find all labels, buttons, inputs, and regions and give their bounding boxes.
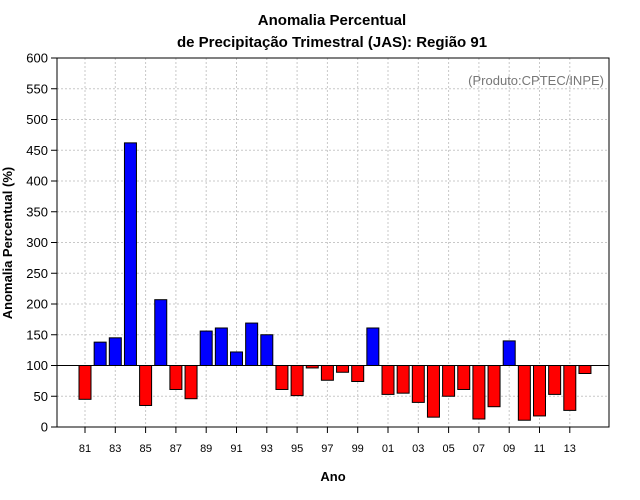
- bar-92: [245, 322, 259, 367]
- x-tick-label: 03: [412, 443, 424, 455]
- bar-98: [336, 365, 350, 373]
- x-tick-label: 91: [230, 443, 242, 455]
- bar-08: [487, 365, 501, 408]
- x-tick-label: 13: [564, 443, 576, 455]
- x-tick-label: 11: [534, 443, 545, 455]
- bar-93: [260, 334, 274, 366]
- bar-13: [563, 365, 577, 411]
- bar-86: [154, 299, 168, 367]
- x-tick-label: 07: [473, 443, 485, 455]
- x-tick-label: 89: [200, 443, 212, 455]
- bar-95: [290, 365, 304, 397]
- y-tick-label: 250: [26, 266, 48, 281]
- bar-02: [396, 365, 410, 394]
- x-tick-label: 05: [442, 443, 454, 455]
- y-axis-label: Anomalia Percentual (%): [0, 167, 15, 319]
- bar-04: [426, 365, 440, 418]
- bar-05: [442, 365, 456, 397]
- x-tick-label: 81: [79, 443, 91, 455]
- x-axis-label: Ano: [320, 469, 345, 484]
- x-tick-label: 09: [503, 443, 515, 455]
- bar-87: [169, 365, 183, 390]
- bar-06: [457, 365, 471, 390]
- x-tick-label: 83: [109, 443, 121, 455]
- y-tick-label: 600: [26, 51, 48, 66]
- bars: [78, 142, 592, 421]
- x-tick-label: 01: [382, 443, 394, 455]
- bar-01: [381, 365, 395, 395]
- bar-12: [548, 365, 562, 395]
- bar-88: [184, 365, 198, 400]
- chart-title-line2: de Precipitação Trimestral (JAS): Região…: [177, 34, 487, 51]
- x-tick-label: 85: [139, 443, 151, 455]
- bar-14: [578, 365, 592, 374]
- bar-90: [214, 327, 228, 366]
- bar-83: [108, 337, 122, 367]
- y-tick-label: 50: [34, 389, 48, 404]
- bar-10: [517, 365, 531, 421]
- bar-00: [366, 327, 380, 366]
- bar-89: [199, 330, 213, 366]
- bar-85: [139, 365, 153, 406]
- x-axis: 81 83 85 87 89 91 93 95 97 99 01 03 05 07 09 11 13: [79, 427, 576, 455]
- bar-81: [78, 365, 92, 400]
- y-tick-label: 300: [26, 235, 48, 250]
- x-tick-label: 97: [321, 443, 333, 455]
- bar-84: [123, 142, 137, 366]
- bar-99: [351, 365, 365, 382]
- bar-82: [93, 341, 107, 367]
- x-tick-label: 93: [261, 443, 273, 455]
- y-tick-label: 150: [26, 327, 48, 342]
- bar-03: [411, 365, 425, 403]
- y-tick-label: 200: [26, 297, 48, 312]
- bar-07: [472, 365, 486, 420]
- bar-97: [320, 365, 334, 381]
- bar-09: [502, 340, 516, 366]
- y-tick-label: 100: [26, 358, 48, 373]
- annotation-source: (Produto:CPTEC/INPE): [468, 73, 604, 88]
- y-tick-label: 500: [26, 112, 48, 127]
- y-tick-label: 0: [41, 420, 48, 435]
- x-tick-label: 87: [170, 443, 182, 455]
- chart-title-line1: Anomalia Percentual: [258, 12, 406, 29]
- y-tick-label: 550: [26, 81, 48, 96]
- y-tick-label: 400: [26, 174, 48, 189]
- bar-94: [275, 365, 289, 390]
- bar-11: [533, 365, 546, 417]
- y-axis: 0 50 100 150 200 250 300 350 400 450 500 550 600: [26, 51, 57, 435]
- x-tick-label: 99: [352, 443, 364, 455]
- y-tick-label: 450: [26, 143, 48, 158]
- bar-91: [230, 351, 243, 367]
- x-tick-label: 95: [291, 443, 303, 455]
- y-tick-label: 350: [26, 204, 48, 219]
